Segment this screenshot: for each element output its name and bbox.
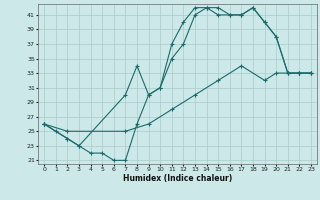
X-axis label: Humidex (Indice chaleur): Humidex (Indice chaleur)	[123, 174, 232, 183]
